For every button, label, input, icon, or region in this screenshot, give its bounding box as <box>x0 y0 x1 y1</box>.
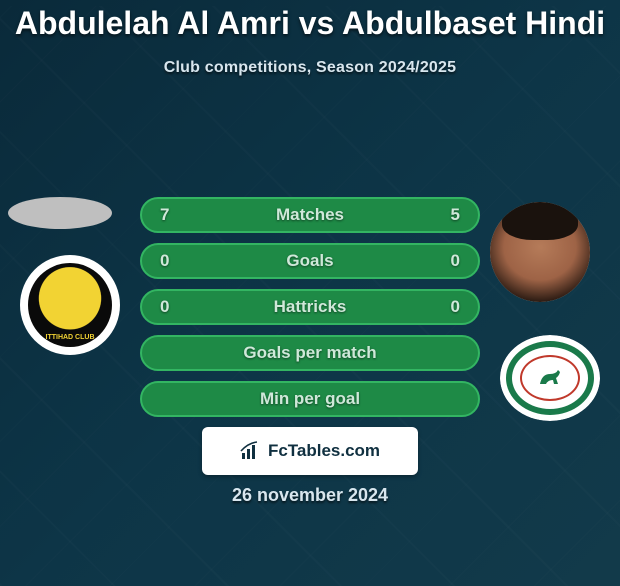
page-title: Abdulelah Al Amri vs Abdulbaset Hindi <box>0 6 620 41</box>
player-right-avatar <box>490 202 590 302</box>
stat-row: 0Goals0 <box>140 243 480 279</box>
stat-right-value: 0 <box>416 251 460 271</box>
club-left-badge-label: ITTIHAD CLUB <box>28 263 112 347</box>
bar-chart-icon <box>240 441 262 461</box>
stat-label: Goals per match <box>204 343 416 363</box>
stat-row: Min per goal <box>140 381 480 417</box>
player-left-avatar <box>8 197 112 229</box>
stat-row: 7Matches5 <box>140 197 480 233</box>
stat-label: Min per goal <box>204 389 416 409</box>
stat-label: Matches <box>204 205 416 225</box>
stat-right-value: 5 <box>416 205 460 225</box>
stat-left-value: 0 <box>160 251 204 271</box>
stat-left-value: 0 <box>160 297 204 317</box>
date-label: 26 november 2024 <box>0 485 620 506</box>
subtitle: Club competitions, Season 2024/2025 <box>0 59 620 77</box>
brand-box: FcTables.com <box>202 427 418 475</box>
stat-row: 0Hattricks0 <box>140 289 480 325</box>
stat-right-value: 0 <box>416 297 460 317</box>
stat-left-value: 7 <box>160 205 204 225</box>
club-right-badge <box>500 335 600 421</box>
club-right-badge-center <box>520 355 580 401</box>
stat-label: Hattricks <box>204 297 416 317</box>
brand-label: FcTables.com <box>268 441 380 461</box>
stat-label: Goals <box>204 251 416 271</box>
club-left-badge: ITTIHAD CLUB <box>20 255 120 355</box>
horse-icon <box>536 368 564 388</box>
stat-row: Goals per match <box>140 335 480 371</box>
